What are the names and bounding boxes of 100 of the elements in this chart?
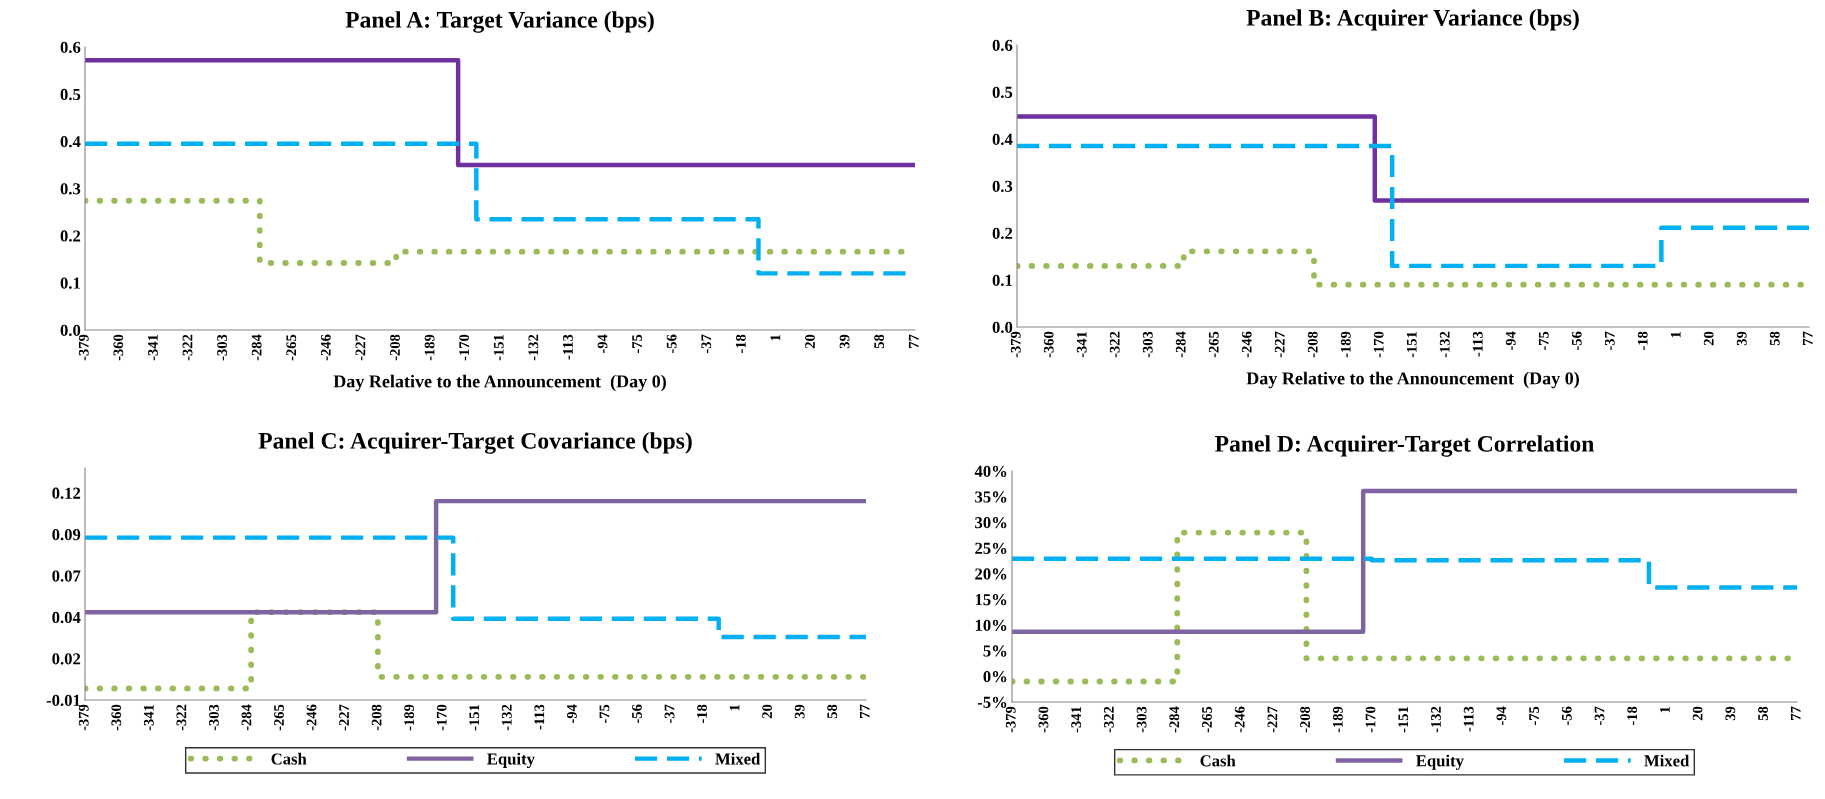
- y-tick-label: 5%: [983, 645, 1007, 657]
- x-tick-label: -189: [424, 334, 435, 361]
- y-tick-label: 0.09: [52, 528, 81, 541]
- x-tick-label: -246: [1241, 331, 1252, 358]
- x-tick-label: -151: [1406, 331, 1417, 358]
- x-tick-label: -360: [113, 334, 124, 361]
- x-tick-label: -227: [1274, 331, 1285, 358]
- x-tick-label: -113: [1463, 706, 1474, 732]
- x-tick-label: 39: [794, 704, 805, 719]
- x-tick-label: -208: [1307, 331, 1318, 358]
- legend-label: Mixed: [715, 752, 761, 765]
- x-tick-label: -151: [1398, 706, 1409, 733]
- x-tick-label: -303: [1136, 706, 1147, 733]
- x-tick-label: 77: [1790, 706, 1801, 720]
- y-tick-label: 10%: [975, 619, 1007, 631]
- x-tick-label: -170: [459, 334, 470, 361]
- x-tick-label: -208: [371, 704, 382, 731]
- chart-title: Panel A: Target Variance (bps): [345, 11, 654, 33]
- x-tick-label: 20: [762, 704, 773, 719]
- y-tick-label: 0.3: [992, 180, 1013, 193]
- x-tick-label: -37: [664, 704, 675, 724]
- x-tick-label: 1: [1670, 331, 1681, 338]
- x-tick-label: -18: [1627, 706, 1638, 726]
- x-tick-label: -18: [735, 334, 746, 354]
- legend-label: Equity: [1416, 754, 1464, 770]
- x-tick-label: -75: [599, 704, 610, 724]
- x-tick-label: -151: [469, 704, 480, 731]
- x-tick-label: -75: [1529, 706, 1539, 726]
- x-tick-label: -227: [355, 334, 366, 361]
- x-tick-label: -265: [1208, 331, 1219, 358]
- x-tick-label: -132: [501, 704, 512, 731]
- x-tick-label: 39: [1736, 331, 1747, 346]
- y-tick-label: -5%: [977, 696, 1007, 708]
- y-tick-label: 0.4: [60, 136, 81, 148]
- y-tick-label: 0.5: [992, 86, 1013, 99]
- x-tick-label: -265: [286, 334, 297, 361]
- x-tick-label: -284: [1169, 706, 1180, 733]
- x-tick-label: 20: [805, 334, 815, 349]
- chart-title: Panel D: Acquirer-Target Correlation: [1215, 435, 1594, 457]
- y-tick-label: 40%: [974, 465, 1007, 477]
- x-tick-label: -227: [339, 704, 349, 731]
- x-tick-label: -265: [274, 704, 284, 731]
- x-tick-label: -18: [697, 704, 707, 724]
- x-tick-label: 1: [729, 704, 740, 711]
- y-tick-label: -0.01: [46, 694, 80, 707]
- x-tick-label: -208: [1300, 706, 1311, 733]
- x-tick-label: 39: [1725, 706, 1736, 721]
- x-tick-label: -379: [1010, 331, 1021, 358]
- x-axis-title: Day Relative to the Announcement (Day 0): [333, 374, 666, 392]
- x-tick-label: -170: [1365, 706, 1376, 733]
- x-tick-label: 1: [770, 334, 781, 341]
- x-tick-label: -189: [1340, 331, 1351, 358]
- y-tick-label: 25%: [975, 542, 1007, 554]
- x-tick-label: 39: [839, 334, 850, 349]
- x-tick-label: -56: [1571, 331, 1582, 351]
- x-tick-label: -170: [1373, 331, 1384, 358]
- x-tick-label: -189: [1332, 706, 1343, 733]
- x-tick-label: 58: [874, 334, 885, 349]
- x-tick-label: 77: [1802, 331, 1813, 345]
- x-tick-label: 58: [1758, 706, 1768, 721]
- x-tick-label: -18: [1637, 331, 1648, 351]
- x-tick-label: -322: [1103, 706, 1114, 733]
- y-tick-label: 0.6: [60, 41, 81, 54]
- y-tick-label: 0.07: [52, 570, 81, 582]
- y-tick-label: 30%: [975, 517, 1007, 529]
- x-tick-label: -379: [78, 704, 89, 731]
- x-tick-label: -56: [632, 704, 642, 724]
- x-tick-label: -75: [632, 334, 642, 354]
- y-tick-label: 0.1: [60, 277, 80, 289]
- x-tick-label: -113: [1472, 331, 1483, 357]
- x-tick-label: -303: [208, 704, 219, 731]
- x-tick-label: -322: [176, 704, 187, 731]
- y-tick-label: 0.3: [60, 183, 81, 195]
- y-tick-label: 0.4: [992, 133, 1013, 146]
- y-tick-label: 0.0: [992, 321, 1013, 334]
- x-tick-label: 20: [1692, 706, 1703, 721]
- x-tick-label: 1: [1660, 706, 1670, 713]
- x-tick-label: -246: [320, 334, 331, 361]
- x-tick-label: -113: [534, 704, 545, 730]
- x-tick-label: -37: [701, 334, 712, 354]
- y-tick-label: 0.12: [52, 487, 81, 499]
- x-tick-label: -132: [1431, 706, 1441, 733]
- x-tick-label: -94: [597, 334, 608, 354]
- x-tick-label: -284: [1175, 331, 1186, 358]
- x-tick-label: -303: [1142, 331, 1153, 358]
- x-tick-label: 20: [1703, 331, 1714, 346]
- x-tick-label: -170: [436, 704, 447, 731]
- x-tick-label: -284: [251, 334, 262, 361]
- x-tick-label: -246: [306, 704, 317, 731]
- x-tick-label: -341: [1071, 706, 1082, 733]
- y-tick-label: 0.1: [992, 274, 1012, 287]
- x-axis-title: Day Relative to the Announcement (Day 0): [1246, 371, 1579, 389]
- x-tick-label: -284: [241, 704, 252, 731]
- x-tick-label: -132: [1439, 331, 1450, 358]
- x-tick-label: -56: [1561, 706, 1572, 726]
- y-tick-label: 0.2: [60, 230, 81, 242]
- x-tick-label: -132: [528, 334, 539, 361]
- y-tick-label: 0.0: [60, 324, 81, 337]
- x-tick-label: -227: [1267, 706, 1278, 733]
- chart-title: Panel C: Acquirer-Target Covariance (bps): [258, 432, 692, 454]
